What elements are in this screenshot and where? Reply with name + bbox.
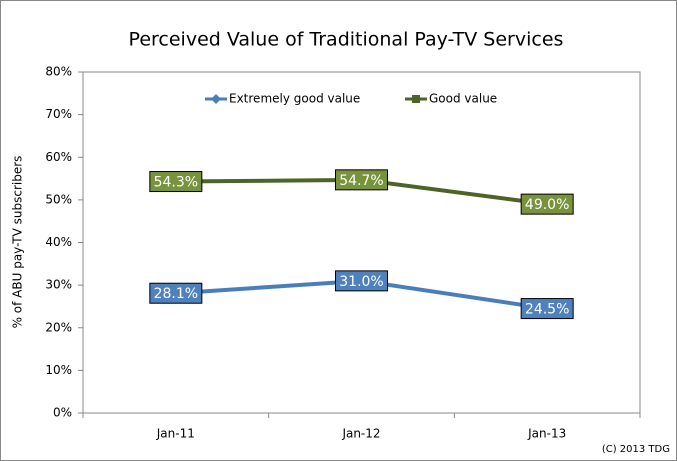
credit: (C) 2013 TDG xyxy=(602,444,670,455)
value-label: 24.5% xyxy=(525,302,569,318)
y-tick-label: 50% xyxy=(45,192,72,206)
value-label-box xyxy=(335,169,388,191)
marker xyxy=(412,95,420,103)
value-label-box xyxy=(520,298,574,320)
legend-label: Extremely good value xyxy=(229,92,360,106)
y-tick-label: 10% xyxy=(45,363,72,377)
marker xyxy=(211,94,221,104)
value-label-box xyxy=(149,282,203,304)
value-label: 54.7% xyxy=(339,173,383,189)
y-tick-label: 0% xyxy=(53,406,72,420)
y-tick-label: 30% xyxy=(45,278,72,292)
value-label-box xyxy=(149,171,203,193)
value-label-box xyxy=(335,270,388,292)
legend-label: Good value xyxy=(429,92,497,106)
value-label: 49.0% xyxy=(525,197,569,213)
y-tick-label: 40% xyxy=(45,235,72,249)
chart-title: Perceived Value of Traditional Pay-TV Se… xyxy=(129,29,564,51)
x-tick-label: Jan-13 xyxy=(527,427,566,441)
y-tick-label: 20% xyxy=(45,320,72,334)
value-label: 54.3% xyxy=(154,175,198,191)
y-tick-label: 80% xyxy=(45,65,72,79)
x-tick-label: Jan-12 xyxy=(341,427,380,441)
y-tick-label: 70% xyxy=(45,107,72,121)
y-tick-label: 60% xyxy=(45,150,72,164)
value-label-box xyxy=(520,193,574,215)
y-axis-label: % of ABU pay-TV subscribers xyxy=(11,156,25,329)
value-label: 28.1% xyxy=(154,286,198,302)
x-tick-label: Jan-11 xyxy=(156,427,195,441)
value-label: 31.0% xyxy=(339,274,383,290)
